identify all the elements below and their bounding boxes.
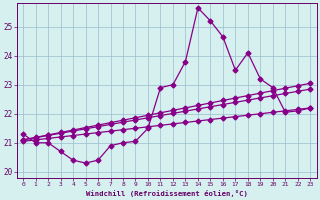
X-axis label: Windchill (Refroidissement éolien,°C): Windchill (Refroidissement éolien,°C) [86, 190, 248, 197]
